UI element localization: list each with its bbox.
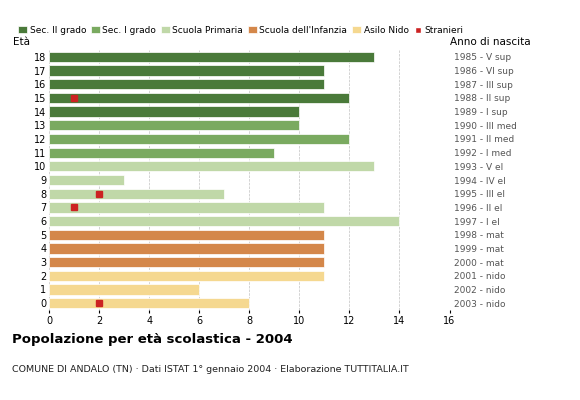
Bar [49, 175, 124, 185]
Bar [49, 120, 299, 130]
Text: Popolazione per età scolastica - 2004: Popolazione per età scolastica - 2004 [12, 333, 292, 346]
Bar [49, 93, 349, 103]
Bar [49, 65, 324, 76]
Bar [49, 202, 324, 212]
Bar [49, 148, 274, 158]
Bar [49, 216, 400, 226]
Bar [49, 298, 249, 308]
Bar [49, 134, 349, 144]
Bar [49, 161, 375, 172]
Bar [49, 257, 324, 267]
Text: COMUNE DI ANDALO (TN) · Dati ISTAT 1° gennaio 2004 · Elaborazione TUTTITALIA.IT: COMUNE DI ANDALO (TN) · Dati ISTAT 1° ge… [12, 365, 408, 374]
Bar [49, 243, 324, 254]
Bar [49, 230, 324, 240]
Bar [49, 106, 299, 117]
Legend: Sec. II grado, Sec. I grado, Scuola Primaria, Scuola dell'Infanzia, Asilo Nido, : Sec. II grado, Sec. I grado, Scuola Prim… [18, 26, 464, 35]
Text: Età: Età [13, 37, 30, 47]
Bar [49, 52, 375, 62]
Text: Anno di nascita: Anno di nascita [450, 37, 530, 47]
Bar [49, 284, 200, 295]
Bar [49, 188, 224, 199]
Bar [49, 79, 324, 89]
Bar [49, 271, 324, 281]
